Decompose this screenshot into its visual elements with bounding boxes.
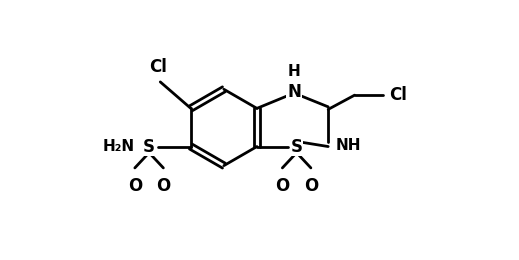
Text: S: S bbox=[143, 138, 155, 155]
Text: O: O bbox=[304, 177, 318, 195]
Text: O: O bbox=[275, 177, 290, 195]
Text: N: N bbox=[287, 83, 301, 101]
Text: Cl: Cl bbox=[389, 86, 406, 104]
Text: O: O bbox=[128, 177, 142, 195]
Text: S: S bbox=[291, 138, 303, 155]
Text: Cl: Cl bbox=[149, 58, 167, 76]
Text: O: O bbox=[156, 177, 170, 195]
Text: NH: NH bbox=[335, 138, 361, 153]
Text: H: H bbox=[288, 64, 301, 79]
Text: H₂N: H₂N bbox=[103, 139, 135, 154]
